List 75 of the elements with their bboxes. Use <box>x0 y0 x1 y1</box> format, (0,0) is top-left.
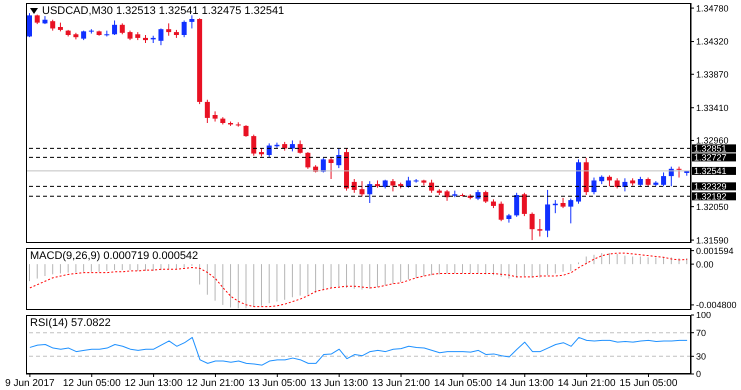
candlestick <box>483 190 488 204</box>
candlestick <box>328 156 334 180</box>
y-tick-label: 1.31590 <box>696 235 729 246</box>
candlestick <box>50 19 56 32</box>
candlestick <box>336 148 342 169</box>
y-tick-label: 30 <box>696 351 706 362</box>
candlestick <box>568 198 574 224</box>
candlestick <box>661 172 666 187</box>
candlestick <box>360 180 364 197</box>
y-tick-label: 1.33410 <box>696 102 729 113</box>
candlestick <box>606 174 612 187</box>
candlestick <box>522 192 527 217</box>
y-tick-label: 1.34320 <box>696 36 729 47</box>
x-tick-label: 9 Jun 2017 <box>5 378 56 390</box>
x-tick-label: 15 Jun 05:00 <box>620 378 678 390</box>
y-tick-label: -0.004800 <box>696 300 737 310</box>
candlestick <box>298 140 303 154</box>
candlestick <box>128 30 133 41</box>
y-tick-label: 70 <box>696 328 706 338</box>
x-tick-label: 12 Jun 05:00 <box>62 378 122 390</box>
candlestick <box>182 20 187 38</box>
candlestick <box>367 180 372 204</box>
candlestick <box>112 20 118 36</box>
candlestick <box>251 134 256 156</box>
candlestick <box>390 178 396 192</box>
candlestick <box>81 30 86 41</box>
candlestick <box>34 14 40 25</box>
candlestick <box>158 28 164 46</box>
candlestick <box>498 201 504 222</box>
y-tick-label: 100 <box>696 310 712 320</box>
x-tick-label: 14 Jun 13:00 <box>496 378 554 390</box>
candlestick <box>676 166 682 178</box>
ref-line-label: 1.32541 <box>694 166 727 176</box>
candlestick <box>189 14 194 29</box>
candlestick <box>552 200 558 214</box>
candlestick <box>429 179 434 194</box>
ref-line-label: 1.32192 <box>694 192 727 202</box>
candlestick <box>591 177 596 195</box>
chart-title: USDCAD,M30 1.32513 1.32541 1.32475 1.32541 <box>42 5 284 17</box>
ref-line-label: 1.32851 <box>694 144 727 154</box>
line-series <box>29 336 688 366</box>
candlestick <box>537 218 542 237</box>
candlestick <box>166 22 172 36</box>
y-tick-label: 0.001594 <box>696 246 734 256</box>
ref-line-label: 1.32329 <box>694 182 727 192</box>
candlestick <box>560 197 566 209</box>
chart-title: RSI(14) 57.0822 <box>30 317 111 329</box>
candlestick <box>514 192 520 218</box>
candlestick <box>244 124 249 138</box>
candlestick <box>266 142 272 158</box>
candlestick <box>530 212 535 241</box>
y-tick-label: 1.32050 <box>696 202 729 212</box>
candlestick <box>305 152 310 170</box>
x-tick-label: 14 Jun 21:00 <box>558 378 616 390</box>
x-tick-label: 13 Jun 21:00 <box>372 378 430 390</box>
candlestick <box>352 178 357 194</box>
chart-title: MACD(9,26,9) 0.000719 0.000542 <box>30 250 198 262</box>
x-tick-label: 13 Jun 13:00 <box>310 378 369 390</box>
candlestick <box>638 176 643 187</box>
y-tick-label: 1.33870 <box>696 69 729 80</box>
x-tick-label: 13 Jun 05:00 <box>248 378 307 390</box>
y-tick-label: 1.34780 <box>696 3 729 14</box>
y-tick-label: 0 <box>696 369 702 380</box>
candlestick <box>212 110 218 122</box>
y-tick-label: 1.32960 <box>696 136 729 146</box>
x-tick-label: 12 Jun 21:00 <box>186 378 245 390</box>
candlestick <box>614 178 620 189</box>
x-tick-label: 12 Jun 13:00 <box>124 378 183 390</box>
x-tick-label: 14 Jun 05:00 <box>434 378 492 390</box>
ref-line-label: 1.32727 <box>694 152 727 163</box>
candlestick <box>204 99 210 124</box>
candlestick <box>120 22 125 35</box>
candlestick <box>290 140 295 152</box>
candlestick <box>27 12 32 38</box>
y-tick-label: 0.00 <box>696 259 714 270</box>
